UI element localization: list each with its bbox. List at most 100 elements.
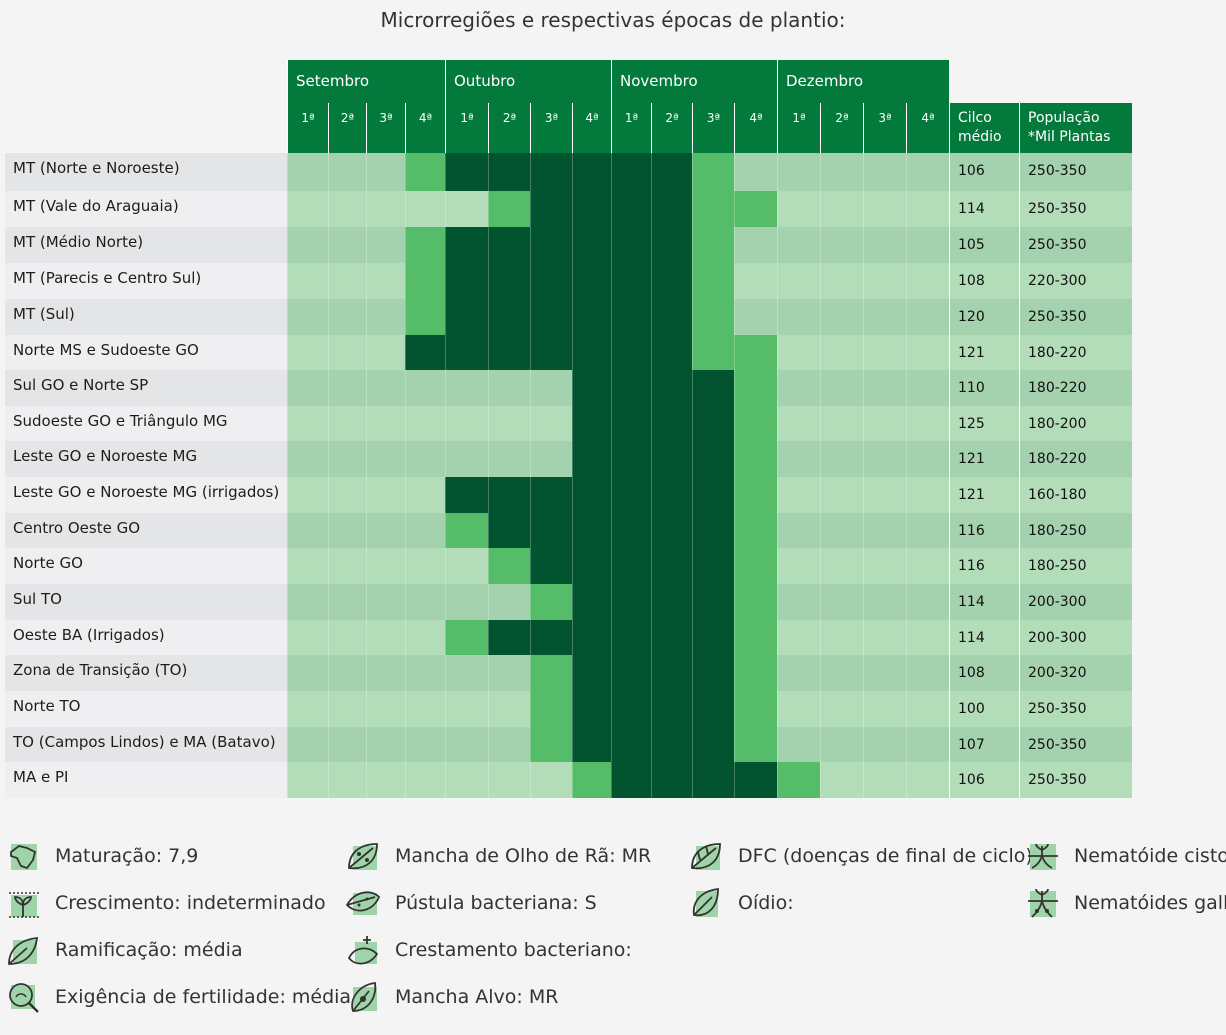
planting-week-cell bbox=[530, 191, 572, 227]
planting-week-cell bbox=[287, 655, 328, 691]
week-header: 2ª bbox=[820, 103, 863, 153]
region-label: MT (Sul) bbox=[5, 299, 287, 335]
legend-text: Crestamento bacteriano: bbox=[395, 939, 632, 961]
planting-week-cell bbox=[906, 548, 949, 584]
planting-week-cell bbox=[328, 513, 366, 548]
planting-week-cell bbox=[611, 513, 651, 548]
planting-week-cell bbox=[777, 299, 820, 335]
planting-week-cell bbox=[405, 335, 445, 370]
planting-week-cell bbox=[572, 263, 611, 299]
planting-week-cell bbox=[405, 441, 445, 477]
planting-week-cell bbox=[405, 263, 445, 299]
region-label: MT (Vale do Araguaia) bbox=[5, 191, 287, 227]
planting-week-cell bbox=[572, 299, 611, 335]
planting-week-cell bbox=[366, 477, 405, 513]
planting-week-cell bbox=[863, 727, 906, 762]
planting-week-cell bbox=[405, 548, 445, 584]
planting-week-cell bbox=[906, 762, 949, 798]
planting-week-cell bbox=[863, 655, 906, 691]
planting-week-cell bbox=[734, 299, 777, 335]
planting-week-cell bbox=[734, 335, 777, 370]
planting-week-cell bbox=[777, 370, 820, 406]
planting-week-cell bbox=[777, 477, 820, 513]
planting-week-cell bbox=[651, 299, 692, 335]
week-header: 1ª bbox=[287, 103, 328, 153]
planting-week-cell bbox=[366, 548, 405, 584]
planting-week-cell bbox=[287, 727, 328, 762]
planting-week-cell bbox=[572, 153, 611, 191]
planting-week-cell bbox=[734, 548, 777, 584]
populacao-value: 250-350 bbox=[1019, 227, 1132, 263]
planting-week-cell bbox=[692, 548, 734, 584]
ciclo-value: 114 bbox=[949, 620, 1019, 655]
planting-week-cell bbox=[820, 153, 863, 191]
planting-week-cell bbox=[906, 335, 949, 370]
planting-week-cell bbox=[405, 370, 445, 406]
planting-week-cell bbox=[820, 691, 863, 727]
legend-text: Crescimento: indeterminado bbox=[55, 892, 326, 914]
region-label: Sul TO bbox=[5, 584, 287, 620]
legend-item: Pústula bacteriana: S bbox=[345, 885, 597, 921]
planting-week-cell bbox=[692, 620, 734, 655]
cyst-nematode-icon bbox=[1028, 843, 1058, 870]
planting-week-cell bbox=[572, 406, 611, 441]
planting-week-cell bbox=[692, 584, 734, 620]
legend-item: Maturação: 7,9 bbox=[5, 838, 198, 874]
planting-week-cell bbox=[777, 762, 820, 798]
populacao-value: 250-350 bbox=[1019, 191, 1132, 227]
planting-week-cell bbox=[445, 655, 488, 691]
planting-week-cell bbox=[611, 406, 651, 441]
planting-week-cell bbox=[445, 513, 488, 548]
planting-week-cell bbox=[777, 335, 820, 370]
planting-week-cell bbox=[287, 153, 328, 191]
populacao-value: 160-180 bbox=[1019, 477, 1132, 513]
planting-week-cell bbox=[572, 691, 611, 727]
region-label: MT (Parecis e Centro Sul) bbox=[5, 263, 287, 299]
planting-week-cell bbox=[488, 727, 530, 762]
planting-week-cell bbox=[906, 513, 949, 548]
legend-item: Ramificação: média bbox=[5, 932, 243, 968]
planting-week-cell bbox=[488, 620, 530, 655]
planting-week-cell bbox=[611, 153, 651, 191]
planting-week-cell bbox=[820, 655, 863, 691]
planting-week-cell bbox=[777, 191, 820, 227]
planting-week-cell bbox=[692, 191, 734, 227]
planting-week-cell bbox=[734, 727, 777, 762]
region-label: Leste GO e Noroeste MG bbox=[5, 441, 287, 477]
planting-week-cell bbox=[734, 584, 777, 620]
planting-week-cell bbox=[572, 441, 611, 477]
planting-week-cell bbox=[488, 299, 530, 335]
planting-week-cell bbox=[692, 441, 734, 477]
planting-week-cell bbox=[863, 441, 906, 477]
legend-text: Nematóides galha: bbox=[1074, 892, 1226, 914]
planting-week-cell bbox=[488, 441, 530, 477]
planting-week-cell bbox=[906, 441, 949, 477]
planting-week-cell bbox=[488, 153, 530, 191]
planting-week-cell bbox=[328, 655, 366, 691]
legend-item: Nematóides galha: bbox=[1024, 885, 1226, 921]
planting-week-cell bbox=[287, 477, 328, 513]
planting-week-cell bbox=[820, 620, 863, 655]
planting-week-cell bbox=[906, 655, 949, 691]
ciclo-value: 107 bbox=[949, 727, 1019, 762]
planting-week-cell bbox=[488, 513, 530, 548]
planting-week-cell bbox=[488, 406, 530, 441]
week-header: 1ª bbox=[445, 103, 488, 153]
planting-week-cell bbox=[328, 406, 366, 441]
planting-week-cell bbox=[734, 691, 777, 727]
brazil-map-icon bbox=[10, 844, 37, 870]
planting-week-cell bbox=[651, 227, 692, 263]
planting-week-cell bbox=[611, 691, 651, 727]
populacao-value: 250-350 bbox=[1019, 727, 1132, 762]
week-header: 1ª bbox=[611, 103, 651, 153]
planting-week-cell bbox=[611, 299, 651, 335]
legend-text: Ramificação: média bbox=[55, 939, 243, 961]
planting-week-cell bbox=[287, 370, 328, 406]
planting-week-cell bbox=[530, 620, 572, 655]
planting-week-cell bbox=[777, 548, 820, 584]
planting-week-cell bbox=[488, 548, 530, 584]
planting-week-cell bbox=[405, 655, 445, 691]
planting-week-cell bbox=[863, 153, 906, 191]
planting-week-cell bbox=[692, 513, 734, 548]
spotted-leaf-icon bbox=[348, 843, 378, 870]
